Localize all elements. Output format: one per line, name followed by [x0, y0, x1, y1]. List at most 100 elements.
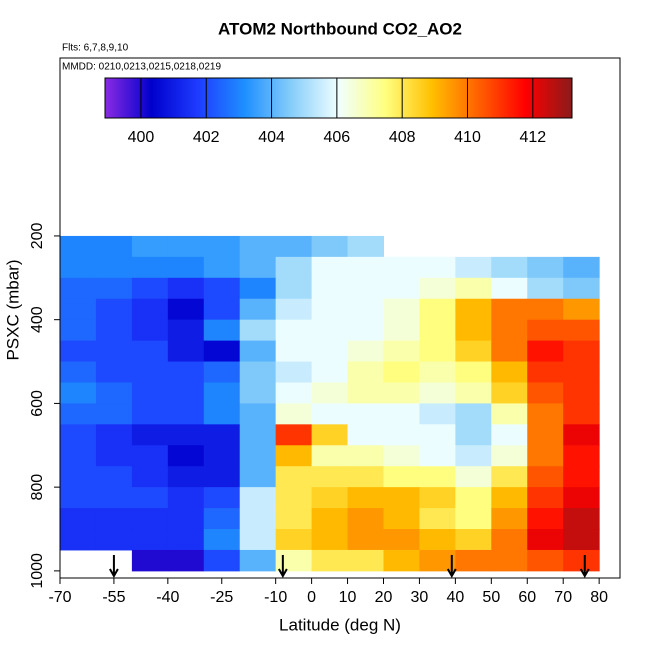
heat-cell — [60, 529, 97, 551]
heat-cell — [491, 340, 528, 363]
heat-cell — [563, 340, 600, 363]
heat-cell — [203, 466, 241, 488]
heat-cell — [455, 529, 492, 551]
heat-cell — [563, 424, 600, 446]
heat-cell — [167, 298, 205, 321]
heat-cell — [203, 549, 241, 572]
heat-cell — [60, 319, 97, 342]
annotation: MMDD: 0210,0213,0215,0218,0219 — [62, 62, 221, 73]
heat-cell — [95, 529, 133, 551]
heat-cell — [60, 466, 97, 488]
x-tick-label: -10 — [264, 589, 287, 606]
heat-cell — [275, 403, 313, 425]
heat-cell — [311, 319, 349, 342]
heat-cell — [347, 235, 384, 258]
heat-cell — [455, 361, 492, 383]
heat-cell — [563, 382, 600, 404]
heat-cell — [167, 445, 205, 467]
heat-cell — [95, 277, 133, 300]
heat-cell — [167, 256, 205, 279]
heat-cell — [347, 445, 384, 467]
heat-cell — [203, 298, 241, 321]
heat-cell — [60, 361, 97, 383]
heat-cell — [383, 319, 420, 342]
heat-cell — [491, 466, 528, 488]
colorbar-tick-label: 404 — [258, 129, 285, 146]
heat-cell — [383, 487, 420, 509]
heat-cell — [95, 235, 133, 258]
heat-cell — [95, 298, 133, 321]
heat-cell — [60, 508, 97, 530]
heat-cell — [563, 508, 600, 530]
heat-cell — [311, 445, 349, 467]
subtitle: Flts: 6,7,8,9,10 — [62, 43, 129, 54]
heat-cell — [563, 529, 600, 551]
heat-cell — [527, 403, 564, 425]
heat-cell — [383, 277, 420, 300]
heat-cell — [275, 424, 313, 446]
heat-cell — [419, 549, 456, 572]
heat-cell — [60, 235, 97, 258]
heat-cell — [167, 403, 205, 425]
arrow-marker — [446, 555, 457, 579]
heat-cell — [455, 487, 492, 509]
heat-cell — [419, 277, 456, 300]
heat-cell — [563, 319, 600, 342]
heat-cell — [275, 487, 313, 509]
heat-cell — [347, 529, 384, 551]
heat-cell — [203, 340, 241, 363]
plot-frame — [59, 57, 621, 579]
heat-cell — [311, 298, 349, 321]
heat-cell — [311, 403, 349, 425]
heat-cell — [491, 319, 528, 342]
heat-cell — [455, 340, 492, 363]
heat-cell — [131, 529, 169, 551]
heat-cell — [455, 256, 492, 279]
x-tick-label: 10 — [339, 589, 357, 606]
heat-cell — [455, 424, 492, 446]
y-tick-label: 400 — [29, 306, 46, 333]
heat-cell — [275, 549, 313, 572]
heat-cell — [239, 445, 277, 467]
heat-cell — [60, 403, 97, 425]
heat-cell — [491, 549, 528, 572]
heat-cell — [311, 256, 349, 279]
heat-cell — [203, 424, 241, 446]
arrow-marker — [579, 555, 590, 579]
heat-cell — [491, 382, 528, 404]
heat-cell — [167, 549, 205, 572]
heat-cell — [347, 298, 384, 321]
heat-cell — [239, 487, 277, 509]
arrow-marker — [109, 555, 119, 579]
heat-cell — [239, 508, 277, 530]
heat-cell — [347, 487, 384, 509]
heat-cell — [347, 466, 384, 488]
heat-cell — [275, 256, 313, 279]
heat-cell — [203, 256, 241, 279]
heat-cell — [131, 424, 169, 446]
heat-cell — [60, 487, 97, 509]
x-tick-label: -25 — [210, 589, 233, 606]
heat-cell — [383, 466, 420, 488]
heat-cell — [203, 487, 241, 509]
heat-cell — [275, 340, 313, 363]
heat-cell — [239, 361, 277, 383]
heat-cell — [347, 277, 384, 300]
heat-cell — [275, 298, 313, 321]
heat-cell — [131, 361, 169, 383]
heat-cell — [527, 549, 564, 572]
heat-cell — [491, 487, 528, 509]
x-tick-label: 30 — [411, 589, 429, 606]
heat-cell — [527, 445, 564, 467]
heat-cell — [95, 256, 133, 279]
heat-cell — [383, 382, 420, 404]
heat-cell — [60, 298, 97, 321]
heat-cell — [383, 508, 420, 530]
heat-cell — [527, 508, 564, 530]
heat-cell — [60, 256, 97, 279]
heat-cell — [60, 445, 97, 467]
heat-cell — [95, 382, 133, 404]
heat-cell — [347, 361, 384, 383]
heat-cell — [491, 361, 528, 383]
heat-cell — [311, 466, 349, 488]
